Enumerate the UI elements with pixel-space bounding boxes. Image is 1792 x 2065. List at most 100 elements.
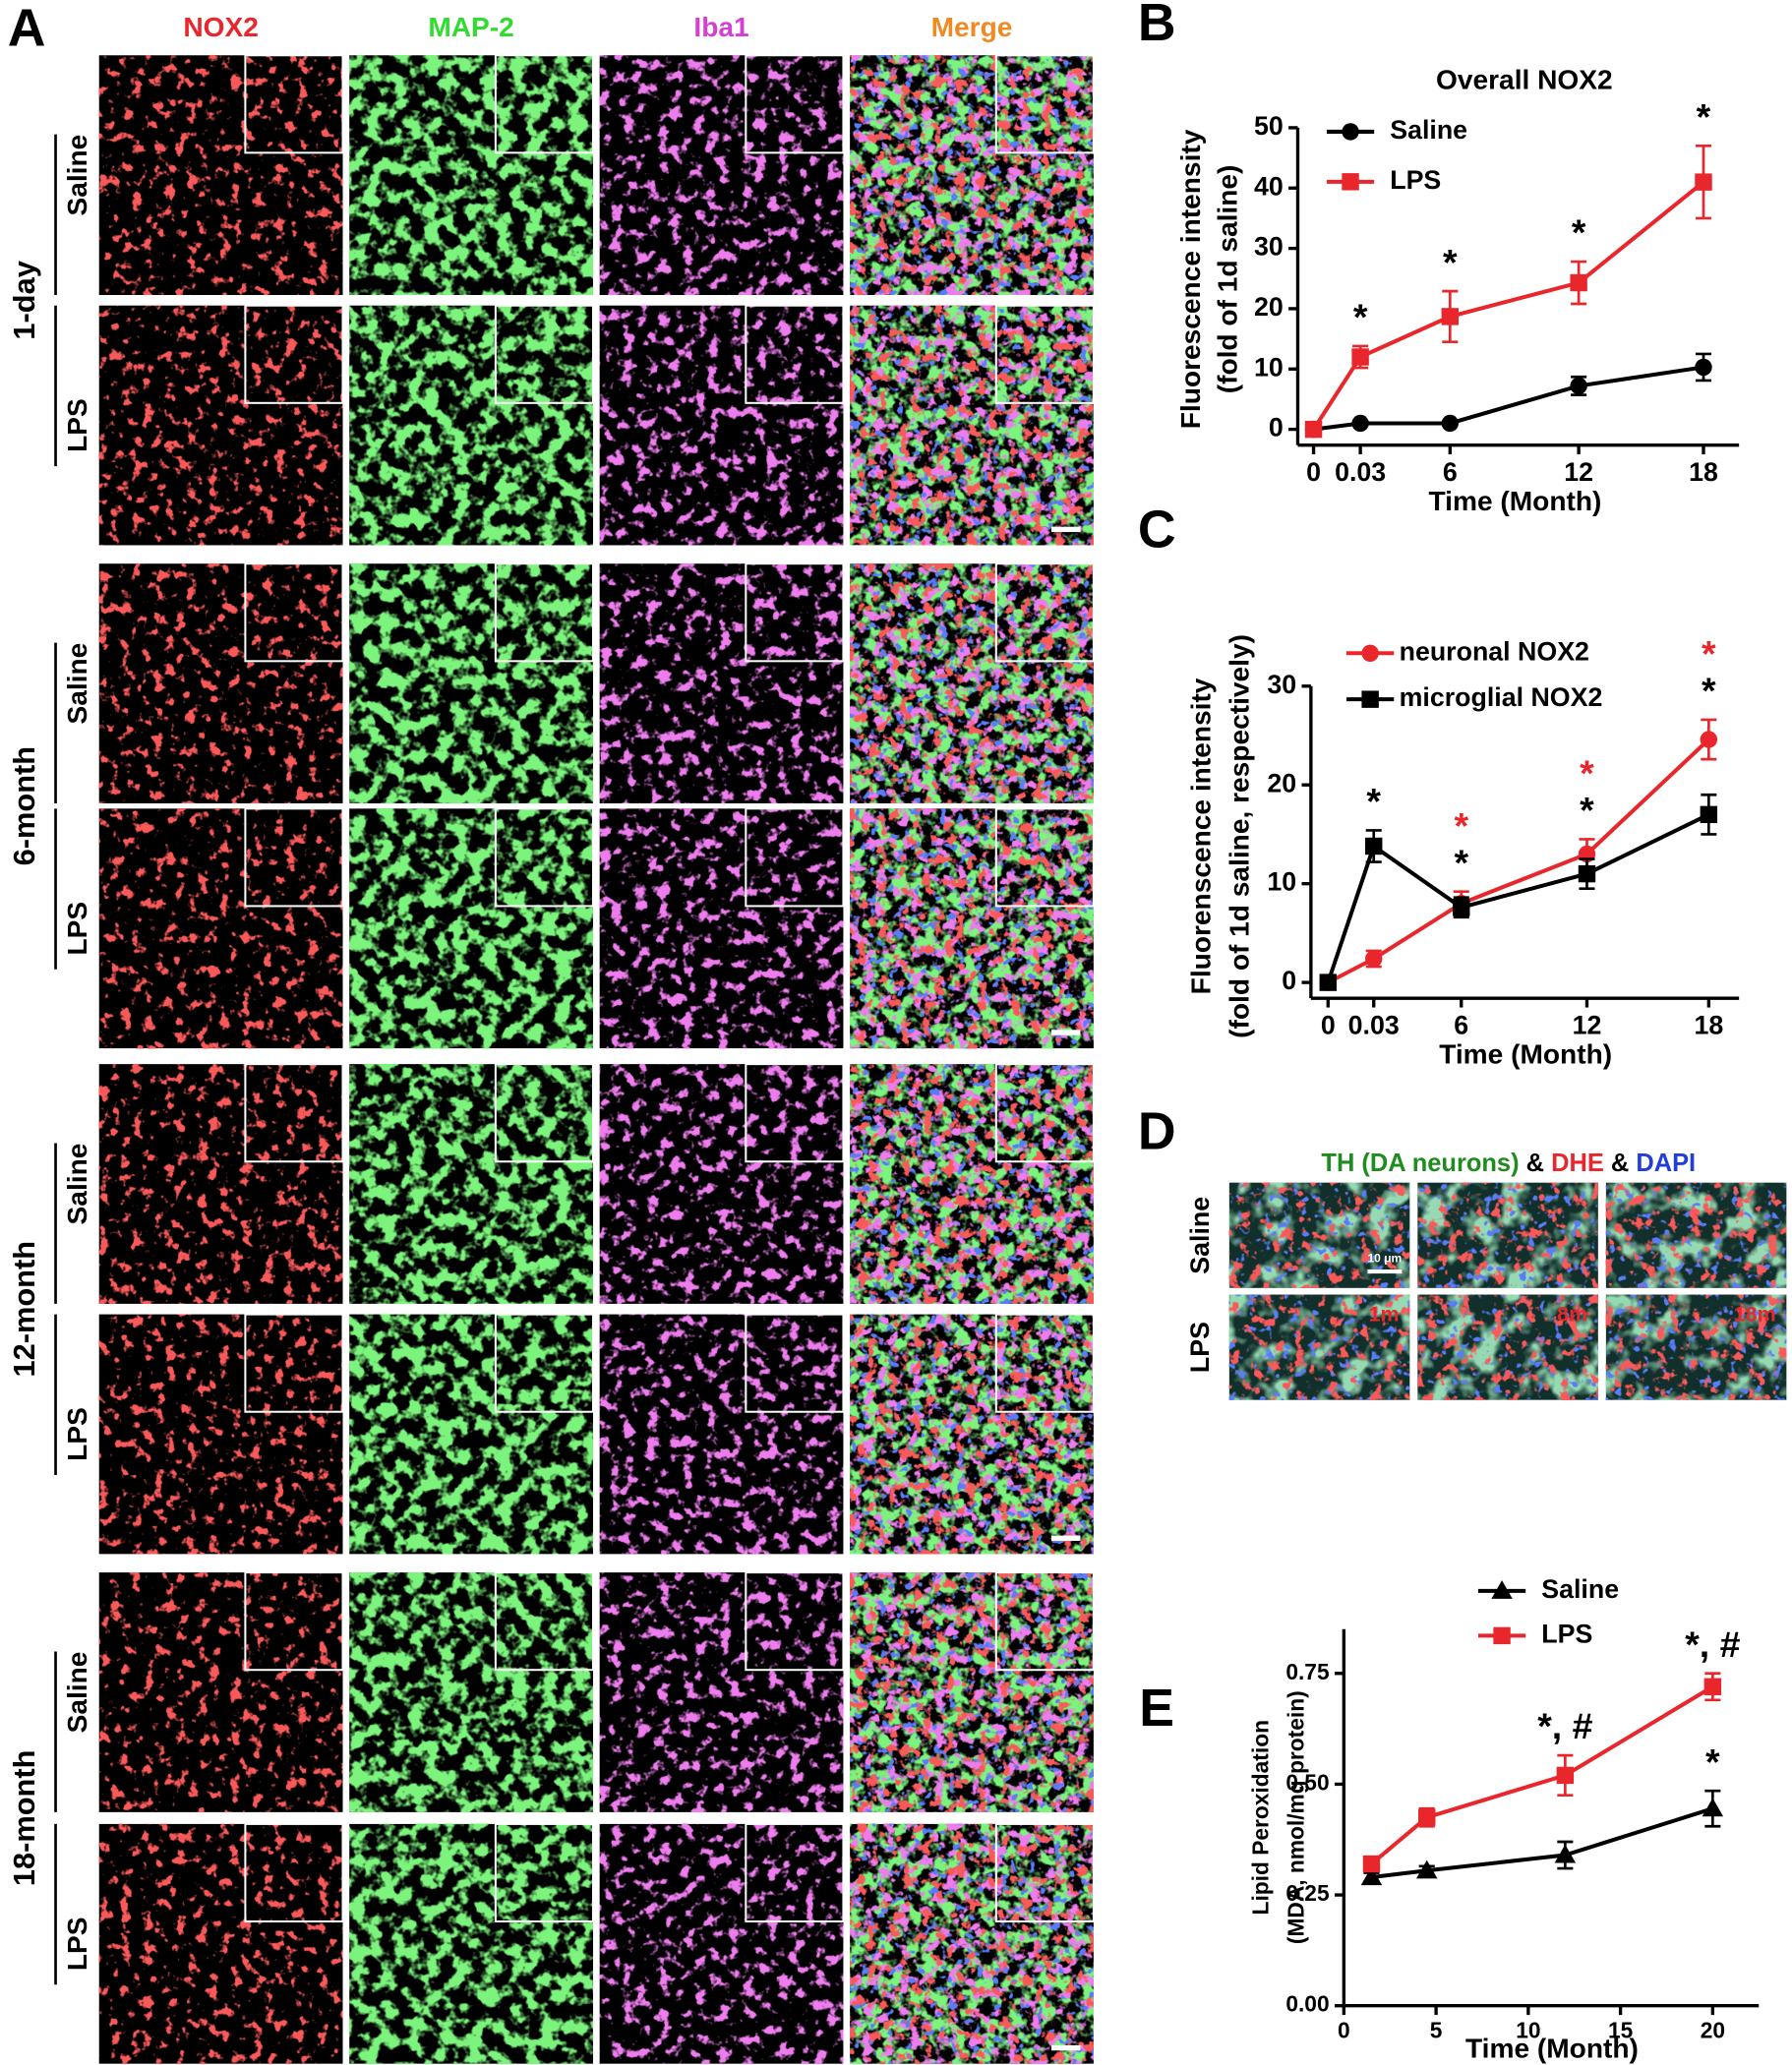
annotation: * [1697,95,1711,137]
inset-frame [994,1822,1095,1923]
y-tick-label: 30 [1267,670,1296,699]
micrograph-signal [599,563,844,803]
panel-label: E [1139,1680,1174,1738]
column-header: Iba1 [693,12,748,42]
group-label: LPS [62,1917,92,1971]
series-line [1311,180,1705,431]
chart-title: Overall NOX2 [1436,64,1613,94]
group-label: LPS [62,902,92,956]
y-tick-label: 0.25 [1285,1880,1330,1906]
inset-frame [244,54,344,154]
micrograph-signal [1417,1294,1598,1400]
y-tick-label: 0.75 [1285,1659,1330,1684]
column-header: MAP-2 [428,12,513,42]
micrograph-signal [1605,1182,1787,1288]
micrograph-signal [599,305,844,546]
marker [1319,974,1337,991]
micrograph-signal [599,808,844,1049]
x-tick-label: 18 [1694,1011,1723,1040]
micrograph-signal [850,563,1094,803]
group-label: LPS [62,398,92,452]
marker [1342,173,1359,191]
marker [1578,864,1596,883]
marker [1700,805,1718,824]
y-axis-label: (fold of 1d saline, respectively) [1224,634,1254,1038]
micrograph-signal [599,1823,844,2064]
inset-frame [994,1571,1095,1672]
series-line [1371,1806,1713,1880]
micrograph-signal [349,808,593,1049]
marker [1556,1766,1575,1785]
inset-frame [494,807,594,908]
marker [1570,273,1587,292]
inset-frame [244,807,344,908]
marker [1365,837,1383,856]
x-tick-label: 6 [1454,1011,1468,1040]
inset-frame [994,1063,1095,1163]
inset-frame [994,304,1095,404]
legend-label: LPS [1390,165,1441,195]
inset-frame [244,1822,344,1923]
marker [1418,1808,1436,1826]
panel-d-title: TH (DA neurons) & DHE & DAPI [1321,1150,1696,1177]
inset-frame [994,54,1095,154]
inset-frame [994,1313,1095,1413]
annotation: * [1572,211,1586,253]
inset-frame [494,304,594,404]
micrograph-signal [349,1064,593,1304]
y-tick-label: 0 [1269,413,1284,442]
inset-frame [494,562,594,663]
y-tick-label: 10 [1254,352,1284,382]
micrograph-signal [98,1823,343,2064]
column-header: Merge [931,12,1013,42]
marker [1361,644,1379,662]
group-label: Saline [62,135,92,216]
y-axis-label: Fluorescence intensity [1175,129,1206,429]
annotation: * [1702,633,1716,675]
marker [1416,1859,1438,1879]
marker [1360,1866,1383,1886]
timepoint-label: 1-day [7,261,41,339]
y-tick-label: 50 [1254,111,1284,141]
micrograph-signal [98,305,343,546]
annotation: * [1454,804,1468,846]
row-label: Saline [1185,1197,1215,1274]
micrograph-signal [349,55,593,295]
micrograph-signal [98,55,343,295]
micrograph-signal [349,1572,593,1812]
legend-label: LPS [1541,1619,1592,1648]
scale-bar [1051,526,1081,533]
x-tick-label: 12 [1573,1011,1602,1040]
y-tick-label: 30 [1254,232,1284,262]
panel-label: B [1138,0,1176,52]
row-label: LPS [1185,1322,1215,1373]
time-label: 1m [1369,1303,1400,1327]
y-tick-label: 10 [1267,867,1296,897]
y-tick-label: 0 [1282,966,1296,995]
x-tick-label: 0 [1321,1011,1336,1040]
timepoint-label: 18-month [7,1750,41,1887]
x-tick-label: 20 [1701,2018,1725,2043]
marker [1441,414,1460,433]
title-part: TH (DA neurons) [1321,1150,1519,1177]
title-part: DHE [1551,1150,1604,1177]
micrograph-signal [850,1064,1094,1304]
scale-bar [1051,2044,1081,2051]
micrograph-signal [349,563,593,803]
panel-label: A [8,0,46,57]
y-tick-label: 20 [1254,292,1284,322]
timepoint-label: 6-month [7,746,41,865]
legend-label: Saline [1390,115,1467,145]
x-tick-label: 0.03 [1335,457,1386,487]
x-tick-label: 0 [1306,457,1321,487]
marker [1491,1580,1513,1599]
inset-frame [244,304,344,404]
legend-label: Saline [1541,1574,1619,1604]
panel-label: D [1138,1103,1176,1161]
marker [1702,1798,1724,1817]
annotation: * [1580,752,1594,794]
x-tick-label: 0 [1338,2018,1350,2043]
inset-frame [494,1313,594,1413]
